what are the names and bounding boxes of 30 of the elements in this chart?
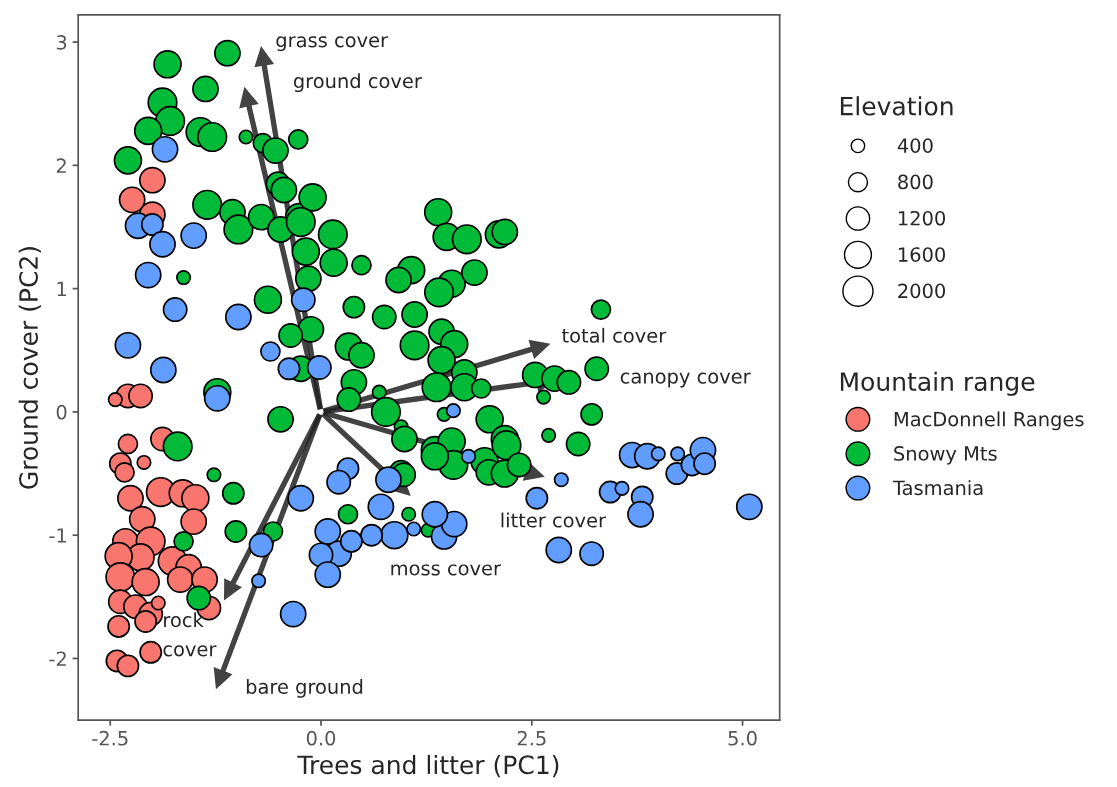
y-axis-title: Ground cover (PC2) — [18, 247, 41, 489]
x-axis-title: Trees and litter (PC1) — [297, 754, 559, 778]
legend-label: 800 — [898, 174, 933, 190]
y-tick-label: -1 — [49, 528, 66, 543]
annotation: rock cover — [163, 612, 217, 657]
x-tick-label: -2.5 — [92, 730, 128, 746]
annotation: bare ground — [246, 678, 363, 698]
y-tick-label: -2 — [49, 651, 66, 666]
annotation: ground cover — [293, 73, 422, 93]
x-tick-label: 0.0 — [306, 730, 336, 746]
annotation: moss cover — [391, 564, 501, 576]
legend-label: 1200 — [898, 210, 946, 226]
x-tick-label: 2.5 — [517, 730, 546, 746]
annotation: canopy cover — [620, 372, 751, 388]
legend-label: Tasmania — [892, 480, 983, 496]
annotation: grass cover — [276, 36, 389, 52]
text: Elevation — [840, 96, 953, 116]
legend-label: 2000 — [898, 283, 946, 299]
annotation: total cover — [562, 327, 667, 343]
y-tick-label: 1 — [57, 281, 66, 297]
legend-label: 400 — [897, 138, 933, 153]
legend-label: Snowy Mts — [894, 446, 997, 465]
x-tick-label: 5.0 — [728, 730, 757, 746]
y-tick-label: 2 — [56, 158, 66, 173]
y-tick-label: 0 — [56, 404, 67, 420]
annotation: litter cover — [501, 512, 607, 528]
legend-label: MacDonnell Ranges — [894, 411, 1084, 431]
legend-label: 1600 — [898, 247, 946, 262]
text: Mountain range — [840, 371, 1035, 396]
y-tick-label: 3 — [56, 35, 67, 50]
